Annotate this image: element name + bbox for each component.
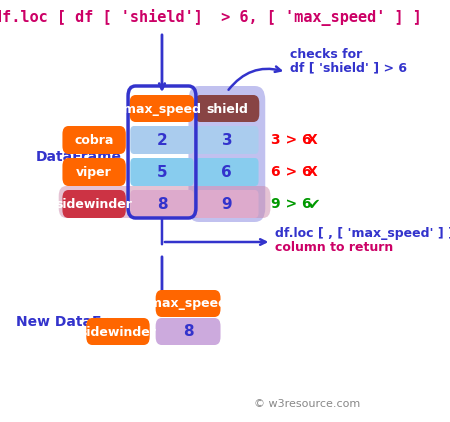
- FancyBboxPatch shape: [63, 126, 126, 154]
- Text: sidewinder: sidewinder: [56, 197, 133, 211]
- Text: shield: shield: [206, 103, 248, 116]
- Text: 8: 8: [183, 325, 194, 340]
- FancyBboxPatch shape: [130, 158, 194, 186]
- Text: 6: 6: [221, 165, 232, 179]
- Text: df.loc [ , [ 'max_speed' ] ]: df.loc [ , [ 'max_speed' ] ]: [275, 227, 450, 240]
- Text: checks for: checks for: [290, 48, 362, 60]
- FancyBboxPatch shape: [63, 158, 126, 186]
- FancyBboxPatch shape: [63, 190, 126, 218]
- Text: 9: 9: [221, 197, 232, 211]
- Text: New DataFrame: New DataFrame: [16, 315, 141, 329]
- Text: 3: 3: [221, 133, 232, 148]
- FancyBboxPatch shape: [195, 158, 259, 186]
- Text: column to return: column to return: [275, 241, 393, 254]
- Text: df.loc [ df [ 'shield']  > 6, [ 'max_speed' ] ]: df.loc [ df [ 'shield'] > 6, [ 'max_spee…: [0, 8, 422, 25]
- Text: 8: 8: [157, 197, 167, 211]
- Text: © w3resource.com: © w3resource.com: [254, 399, 361, 409]
- FancyBboxPatch shape: [156, 290, 220, 317]
- FancyBboxPatch shape: [156, 318, 220, 345]
- FancyBboxPatch shape: [58, 186, 270, 218]
- FancyBboxPatch shape: [189, 86, 265, 222]
- Text: 2: 2: [157, 133, 167, 148]
- Text: sidewinder: sidewinder: [80, 325, 157, 338]
- Text: 3 > 6: 3 > 6: [271, 133, 312, 147]
- Text: 9 > 6: 9 > 6: [271, 197, 312, 211]
- FancyBboxPatch shape: [195, 126, 259, 154]
- Text: cobra: cobra: [74, 133, 114, 146]
- Text: 6 > 6: 6 > 6: [271, 165, 312, 179]
- FancyBboxPatch shape: [130, 95, 194, 122]
- Text: X: X: [307, 165, 318, 179]
- Text: max_speed: max_speed: [123, 103, 201, 116]
- FancyBboxPatch shape: [195, 190, 259, 218]
- Text: DataFrame: DataFrame: [36, 150, 122, 164]
- Text: X: X: [307, 133, 318, 147]
- FancyBboxPatch shape: [86, 318, 150, 345]
- FancyBboxPatch shape: [130, 126, 194, 154]
- Text: viper: viper: [76, 165, 112, 179]
- Text: max_speed: max_speed: [149, 298, 227, 311]
- Text: 5: 5: [157, 165, 167, 179]
- Text: df [ 'shield' ] > 6: df [ 'shield' ] > 6: [290, 62, 407, 75]
- FancyBboxPatch shape: [194, 95, 259, 122]
- Text: ✔: ✔: [307, 197, 320, 211]
- FancyBboxPatch shape: [130, 190, 194, 218]
